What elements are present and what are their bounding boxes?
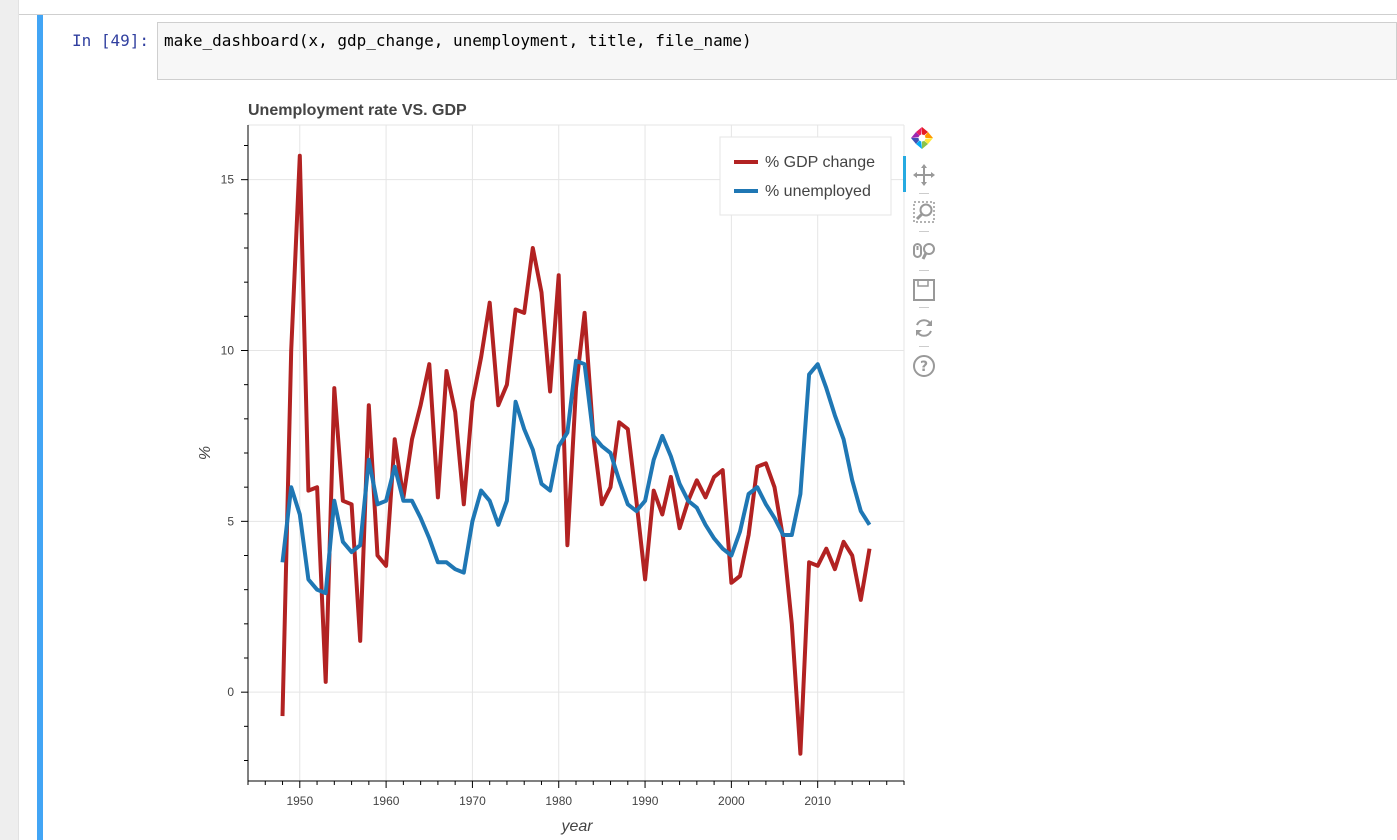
page-left-margin [0, 0, 18, 840]
x-tick-label: 2000 [718, 794, 745, 808]
code-text: make_dashboard(x, gdp_change, unemployme… [164, 31, 752, 50]
box-zoom-icon[interactable] [912, 200, 936, 224]
y-tick-label: 10 [221, 344, 235, 358]
help-icon[interactable]: ? [912, 354, 936, 378]
y-tick-label: 15 [221, 173, 235, 187]
cell-selection-bar [37, 15, 43, 840]
legend: % GDP change % unemployed [719, 136, 892, 216]
pan-icon[interactable] [912, 163, 936, 187]
series-lines [280, 153, 872, 756]
legend-label-unemployed: % unemployed [765, 183, 871, 200]
toolbar-divider [919, 193, 929, 194]
bokeh-logo-icon[interactable] [908, 124, 936, 152]
y-tick-label: 5 [227, 514, 234, 528]
wheel-zoom-icon[interactable] [912, 240, 936, 262]
input-prompt: In [49]: [72, 31, 150, 50]
reset-icon[interactable] [912, 316, 936, 340]
x-tick-label: 1970 [459, 794, 486, 808]
x-tick-label: 1960 [373, 794, 400, 808]
toolbar-divider [919, 231, 929, 232]
x-tick-label: 1980 [545, 794, 572, 808]
x-axis-ticks: 1950 1960 1970 1980 1990 2000 2010 [247, 781, 905, 808]
svg-text:?: ? [920, 359, 928, 375]
legend-box [719, 136, 892, 216]
code-cell-input[interactable]: make_dashboard(x, gdp_change, unemployme… [157, 22, 1397, 80]
toolbar-divider [919, 346, 929, 347]
x-tick-label: 1950 [286, 794, 313, 808]
cell-top-border [19, 14, 1397, 15]
x-axis-label: year [560, 818, 593, 835]
page-left-divider [18, 0, 19, 840]
x-tick-label: 1990 [632, 794, 659, 808]
x-tick-label: 2010 [804, 794, 831, 808]
y-axis-label: % [197, 446, 214, 460]
y-axis-ticks: 0 5 10 15 [221, 145, 248, 761]
toolbar-divider [919, 270, 929, 271]
series-line-gdp-change [280, 153, 872, 756]
toolbar-divider [919, 307, 929, 308]
save-icon[interactable] [912, 278, 936, 302]
y-tick-label: 0 [227, 685, 234, 699]
active-tool-indicator [903, 156, 906, 192]
legend-label-gdp: % GDP change [765, 154, 875, 171]
chart-figure: 1950 1960 1970 1980 1990 2000 2010 0 5 10 15 Unem… [197, 102, 905, 835]
chart-title: Unemployment rate VS. GDP [248, 102, 467, 119]
series-line-unemployed [280, 358, 872, 596]
